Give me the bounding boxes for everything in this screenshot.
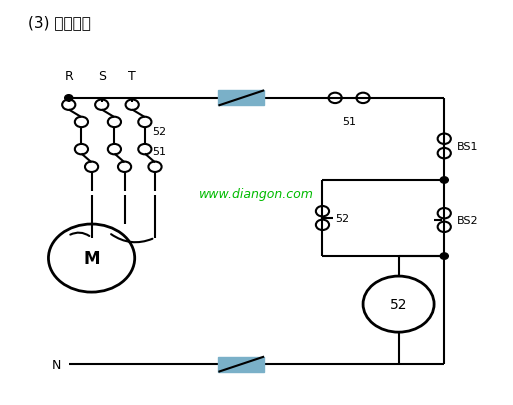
Text: 52: 52 [335,213,349,224]
Text: T: T [128,70,136,83]
Text: 51: 51 [152,146,167,156]
Text: (3) 自保回路: (3) 自保回路 [28,15,91,30]
Text: 51: 51 [342,117,356,127]
Text: R: R [64,70,73,83]
Text: 52: 52 [390,297,407,311]
Text: N: N [51,358,61,371]
Bar [219,357,264,372]
Text: BS1: BS1 [457,142,479,151]
Text: BS2: BS2 [457,215,479,226]
Text: www.diangon.com: www.diangon.com [199,188,314,201]
Text: 52: 52 [152,126,167,136]
Text: S: S [98,70,106,83]
Circle shape [65,96,73,102]
Circle shape [440,253,448,260]
Circle shape [440,177,448,184]
Text: M: M [83,249,100,267]
Bar [219,91,264,106]
